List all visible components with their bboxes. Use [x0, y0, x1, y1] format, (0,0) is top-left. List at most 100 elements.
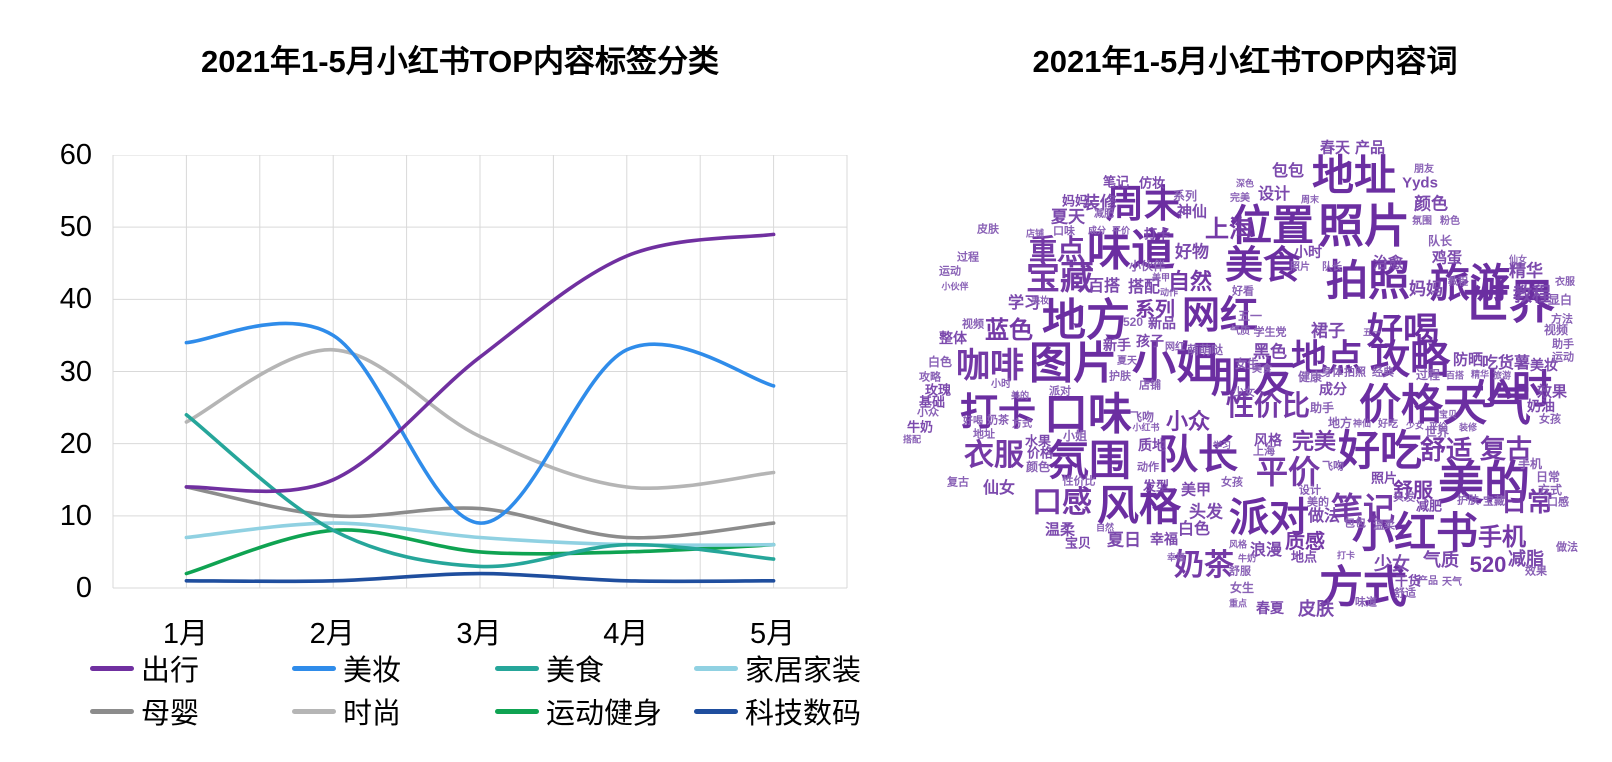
cloud-word: 运动	[939, 265, 961, 278]
legend-item-美妆: 美妆	[292, 650, 495, 687]
cloud-word: 完美	[1291, 429, 1337, 454]
cloud-word: 小姐	[1132, 339, 1220, 388]
cloud-word: 少女	[1233, 386, 1255, 399]
cloud-word: 朋友	[1210, 354, 1296, 401]
cloud-word: 自然	[1095, 522, 1115, 533]
cloud-word: 照片	[1370, 470, 1398, 486]
cloud-word: Yyds	[1402, 174, 1438, 192]
cloud-word: 520	[1122, 315, 1144, 329]
cloud-word: 氛围	[1412, 216, 1432, 227]
cloud-word: 上海	[1205, 216, 1253, 243]
cloud-word: 打卡	[959, 392, 1037, 434]
cloud-word: 新品	[1148, 315, 1176, 331]
cloud-word: 做法	[1556, 541, 1578, 554]
cloud-word: 孩子	[1136, 333, 1164, 349]
cloud-word: 世界	[1424, 425, 1450, 439]
cloud-word: 仿妆	[1138, 175, 1166, 191]
y-axis-tick: 0	[75, 572, 92, 604]
cloud-word: 做法	[1307, 508, 1341, 525]
cloud-word: 复古	[947, 476, 969, 489]
cloud-word: 成分	[1087, 225, 1107, 236]
legend-label: 时尚	[343, 698, 402, 730]
cloud-word: 护肤	[1457, 494, 1479, 507]
cloud-word: 风格	[1254, 432, 1282, 448]
cloud-word: 动作	[1137, 461, 1159, 474]
series-line-运动健身	[184, 528, 776, 576]
cloud-word: 运动	[1552, 351, 1574, 364]
cloud-word: 系列	[1172, 189, 1198, 203]
cloud-word: 小众	[917, 406, 939, 419]
legend-item-科技数码: 科技数码	[694, 693, 861, 730]
legend-label: 运动健身	[546, 698, 663, 730]
cloud-word: 小伙伴	[941, 281, 969, 292]
cloud-word: 白色	[1177, 521, 1211, 538]
cloud-word: 减肥	[1415, 498, 1443, 514]
cloud-word: 店铺	[1139, 379, 1161, 392]
cloud-word: 地方	[1327, 416, 1353, 430]
cloud-word: 搭配	[902, 434, 922, 445]
cloud-word: 派对	[1229, 496, 1309, 540]
cloud-word: 皮肤	[977, 223, 999, 236]
cloud-word: 美食	[1224, 245, 1302, 287]
cloud-word: 小众	[1165, 409, 1211, 434]
cloud-word: 拍照	[1325, 257, 1411, 304]
legend-item-美食: 美食	[495, 650, 694, 687]
cloud-word: 夏天	[1051, 207, 1085, 227]
cloud-word: 水果	[1024, 433, 1052, 449]
cloud-word: 萌萌哒	[1186, 343, 1224, 357]
series-line-出行	[184, 232, 776, 494]
y-axis-tick: 40	[59, 283, 92, 316]
legend-label: 美妆	[343, 655, 402, 687]
cloud-word: 精华	[1470, 369, 1490, 380]
cloud-word: 包包	[1271, 163, 1305, 180]
cloud-word: 鸡蛋	[1431, 249, 1463, 267]
cloud-word: 手机	[1478, 524, 1526, 551]
cloud-word: 好喝	[963, 416, 983, 427]
wordcloud-title: 2021年1-5月小红书TOP内容词	[1032, 44, 1458, 79]
cloud-word: 打卡	[1143, 226, 1171, 242]
cloud-word: 女生	[1229, 581, 1255, 595]
cloud-word: 平价	[1111, 225, 1131, 236]
cloud-word: 成分	[1319, 381, 1347, 397]
cloud-word: 地方	[1042, 296, 1130, 345]
cloud-word: 派对	[1049, 385, 1071, 398]
cloud-word: 夏日	[1107, 530, 1141, 550]
cloud-word: 宝贝	[1064, 535, 1092, 551]
cloud-word: 牛奶	[906, 419, 934, 435]
word-cloud: 味道 照片 地址 周末 位置 世界 旅游 拍照 美食 地方 网红 图片 咖啡 小姐 宝藏 重点 打卡 口味 好喝 攻略…	[880, 120, 1595, 635]
cloud-word: 价格	[1358, 381, 1444, 428]
cloud-word: 好物	[1175, 242, 1209, 262]
series-line-科技数码	[184, 571, 776, 584]
cloud-word: 队长	[1158, 433, 1238, 477]
cloud-word: 笔记	[1102, 174, 1130, 190]
cloud-word: 口味	[1044, 390, 1132, 439]
cloud-word: 价格	[1026, 445, 1054, 461]
cloud-word: 装修	[1458, 422, 1478, 433]
cloud-word: 小红书	[1132, 422, 1160, 433]
cloud-word: 仙女	[982, 480, 1016, 497]
legend-swatch	[90, 665, 134, 671]
cloud-word: 拍照	[1344, 366, 1366, 379]
y-axis-tick: 30	[59, 355, 92, 388]
cloud-word: 学生党	[1253, 326, 1287, 339]
cloud-word: 宝藏	[1483, 495, 1505, 508]
cloud-word: 浪漫	[1249, 542, 1283, 559]
cloud-word: 头发	[1189, 502, 1223, 522]
cloud-word: 妈妈	[1409, 279, 1443, 299]
cloud-word: 平价	[1255, 454, 1321, 490]
cloud-word: 周末	[1105, 184, 1183, 226]
cloud-word: 飞吻	[1129, 410, 1155, 424]
cloud-word: 精华	[1509, 261, 1543, 281]
cloud-word: 氛围	[1046, 437, 1132, 484]
cloud-word: 舒适	[1419, 435, 1473, 465]
cloud-word: 教程	[1448, 277, 1468, 288]
cloud-word: 舒服	[1393, 480, 1433, 502]
cloud-word: 设计	[1257, 186, 1291, 203]
cloud-word: 奶茶	[987, 414, 1009, 427]
legend-swatch	[694, 665, 738, 671]
legend-label: 家居家装	[745, 655, 862, 687]
cloud-word: 平价	[1428, 421, 1448, 432]
cloud-word: 健康	[1297, 370, 1323, 384]
cloud-word: 日常	[1500, 487, 1554, 517]
cloud-word: 神仙	[1352, 418, 1372, 429]
